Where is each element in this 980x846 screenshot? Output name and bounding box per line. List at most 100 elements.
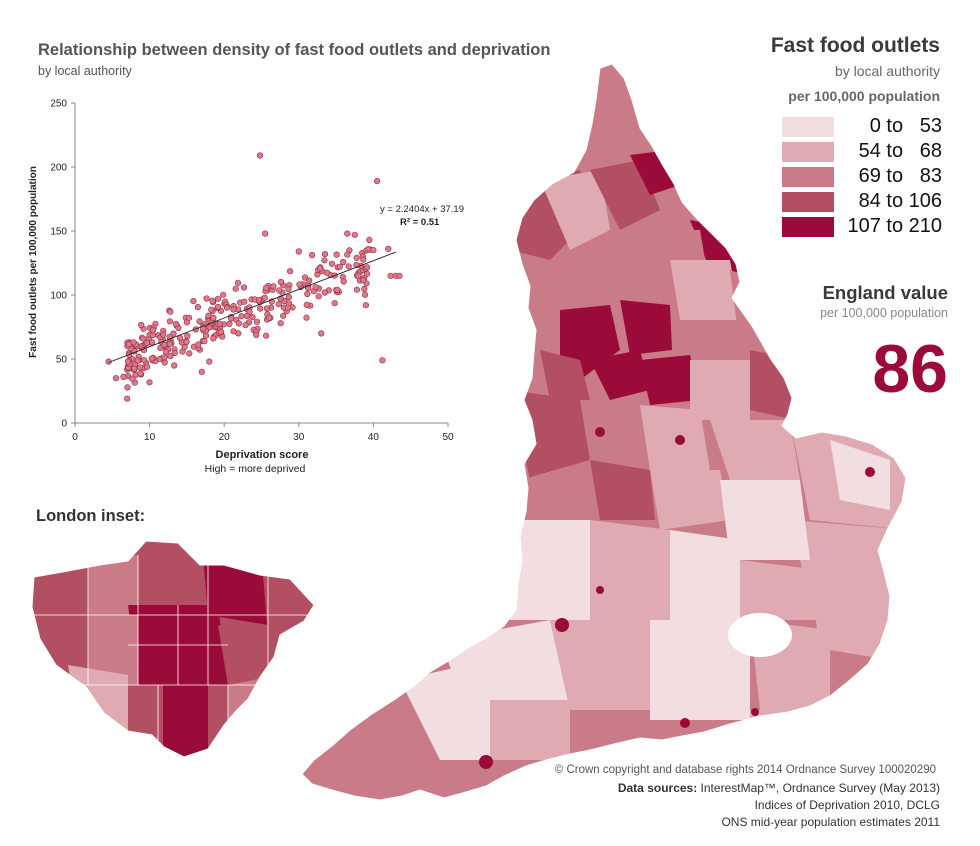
scatter-point xyxy=(262,230,269,237)
scatter-point xyxy=(331,300,338,307)
scatter-point xyxy=(143,339,150,346)
region-shropshire xyxy=(520,460,600,530)
scatter-point xyxy=(129,375,136,382)
scatter-point xyxy=(340,258,347,266)
scatter-axes xyxy=(74,103,448,424)
legend-label: 84 to 106 xyxy=(858,190,942,212)
scatter-point xyxy=(131,365,138,372)
scatter-point xyxy=(344,230,351,237)
region-stoke xyxy=(595,427,605,437)
region-herefordshire xyxy=(510,520,590,620)
scatter-point xyxy=(304,290,311,298)
scatter-point xyxy=(255,297,263,304)
scatter-point xyxy=(323,269,331,276)
scatter-point xyxy=(215,295,222,302)
trend-r2: R² = 0.51 xyxy=(400,217,440,228)
scatter-point xyxy=(172,320,180,328)
x-axis-label: Deprivation score xyxy=(216,449,309,461)
scatter-point xyxy=(340,278,347,285)
scatter-point xyxy=(242,322,249,329)
chart-title: Relationship between density of fast foo… xyxy=(38,41,551,59)
scatter-ticks: 0 10 20 30 40 50 0 50 100 150 200 250 xyxy=(50,99,454,444)
scatter-point xyxy=(315,293,322,300)
region-essex xyxy=(810,580,900,660)
region-cumbria xyxy=(540,170,610,250)
y-tick-label: 0 xyxy=(61,419,67,430)
england-value-subtitle: per 100,000 population xyxy=(820,306,948,320)
legend-row-4: 84 to 106 xyxy=(782,189,942,214)
scatter-point xyxy=(141,357,148,364)
scatter-point xyxy=(280,312,287,319)
scatter-point xyxy=(203,295,210,302)
scatter-point xyxy=(146,379,153,386)
region-dorset xyxy=(490,700,570,760)
chart-subtitle: by local authority xyxy=(38,64,132,78)
region-sussex xyxy=(750,710,850,760)
scatter-point xyxy=(351,231,358,238)
scatter-point xyxy=(363,270,371,277)
scatter-point xyxy=(195,341,202,348)
scatter-point xyxy=(202,332,210,339)
scatter-point xyxy=(160,331,167,338)
scatter-point xyxy=(249,314,256,321)
map-title: Fast food outlets xyxy=(770,34,940,57)
legend-swatch xyxy=(782,191,834,212)
london-inset-map xyxy=(28,535,328,767)
scatter-plot: 0 10 20 30 40 50 0 50 100 150 200 250 y = 2.2404x +… xyxy=(28,99,464,476)
scatter-point xyxy=(124,358,132,365)
scatter-point xyxy=(246,308,253,315)
x-tick-label: 30 xyxy=(293,432,305,443)
x-tick-label: 50 xyxy=(442,432,454,443)
region-lincolnshire-east xyxy=(750,350,800,420)
region-devon xyxy=(400,660,500,760)
scatter-point xyxy=(385,245,392,252)
scatter-point xyxy=(234,279,242,286)
scatter-point xyxy=(220,291,227,298)
x-axis-note: High = more deprived xyxy=(205,463,306,475)
scatter-point xyxy=(317,265,324,272)
scatter-point xyxy=(362,302,370,309)
scatter-point xyxy=(210,314,217,322)
y-tick-label: 50 xyxy=(56,355,68,366)
scatter-point xyxy=(361,285,368,293)
region-bristol xyxy=(555,618,569,632)
london-outline xyxy=(31,540,315,758)
scatter-point xyxy=(196,318,203,325)
scatter-point xyxy=(209,297,216,304)
scatter-point xyxy=(186,350,193,357)
borough-borders xyxy=(28,535,328,767)
x-tick-label: 10 xyxy=(144,432,156,443)
scatter-point xyxy=(240,284,248,291)
scatter-point xyxy=(232,285,239,292)
source-1: InterestMap™, Ordnance Survey (May 2013) xyxy=(697,781,940,795)
scatter-point xyxy=(360,277,367,284)
scatter-point xyxy=(353,286,361,293)
scatter-point xyxy=(217,328,224,335)
borough-bromley xyxy=(228,675,278,735)
scatter-point xyxy=(303,301,310,308)
borough-harrow xyxy=(88,555,138,615)
scatter-point xyxy=(321,289,328,296)
legend-row-3: 69 to 83 xyxy=(782,164,942,189)
region-sheffield xyxy=(640,355,700,405)
scatter-point xyxy=(253,331,260,338)
scatter-point xyxy=(284,304,292,311)
legend-swatch xyxy=(782,166,834,187)
legend: 0 to 53 54 to 68 69 to 83 84 to 106 107 … xyxy=(782,114,942,239)
scatter-point xyxy=(309,252,316,259)
scatter-point xyxy=(374,177,381,185)
scatter-point xyxy=(296,281,303,288)
borough-barnet-enfield xyxy=(138,541,208,595)
x-tick-label: 40 xyxy=(368,432,380,443)
region-east-riding xyxy=(730,270,800,360)
region-notts xyxy=(640,405,710,470)
scatter-point xyxy=(336,263,343,270)
scatter-point xyxy=(263,305,271,312)
scatter-point xyxy=(364,264,371,271)
scatter-point xyxy=(303,314,310,321)
scatter-point xyxy=(253,318,261,325)
scatter-point xyxy=(321,251,329,258)
scatter-point xyxy=(208,306,215,313)
region-bucks-herts xyxy=(670,530,740,620)
scatter-point xyxy=(275,301,282,308)
